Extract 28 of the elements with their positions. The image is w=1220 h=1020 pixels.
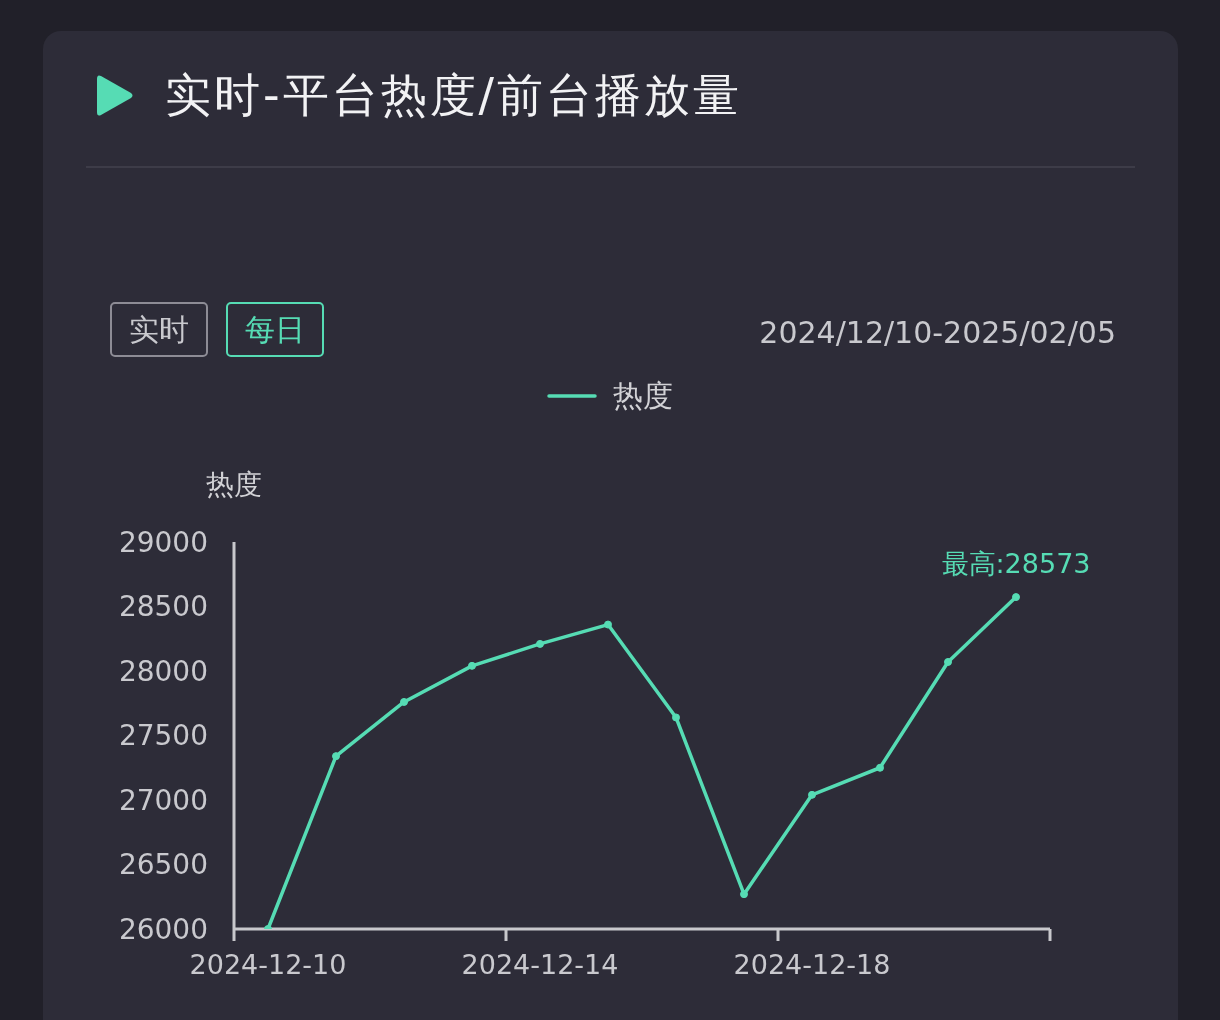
point — [740, 890, 748, 899]
x-tick-label: 2024-12-10 — [189, 949, 347, 981]
x-tick-label: 2024-12-18 — [733, 949, 891, 981]
y-tick-label: 28000 — [118, 654, 208, 688]
y-tick-label: 27000 — [118, 783, 208, 817]
point — [332, 752, 340, 761]
legend-label: 热度 — [613, 378, 673, 414]
point — [468, 661, 476, 670]
y-tick-label: 27500 — [118, 719, 208, 753]
chart-title: 实时-平台热度/前台播放量 — [165, 68, 743, 122]
annotation: 最高:28573 — [941, 548, 1091, 580]
text: 每日 — [226, 302, 324, 357]
y-tick-label: 26000 — [118, 912, 208, 946]
point — [400, 697, 408, 706]
x-tick-label: 2024-12-14 — [461, 949, 619, 981]
y-axis-title: 热度 — [206, 467, 262, 501]
y-tick-label: 29000 — [118, 525, 208, 559]
chart-subtitle: 2024/12/10-2025/02/05 — [759, 314, 1116, 352]
point — [672, 713, 680, 722]
point — [876, 763, 884, 772]
point — [1012, 593, 1020, 602]
point — [536, 639, 544, 648]
point — [808, 790, 816, 799]
point — [944, 657, 952, 666]
point — [604, 620, 612, 629]
text: 实时 — [110, 302, 208, 357]
y-tick-label: 28500 — [118, 590, 208, 624]
y-tick-label: 26500 — [118, 848, 208, 882]
